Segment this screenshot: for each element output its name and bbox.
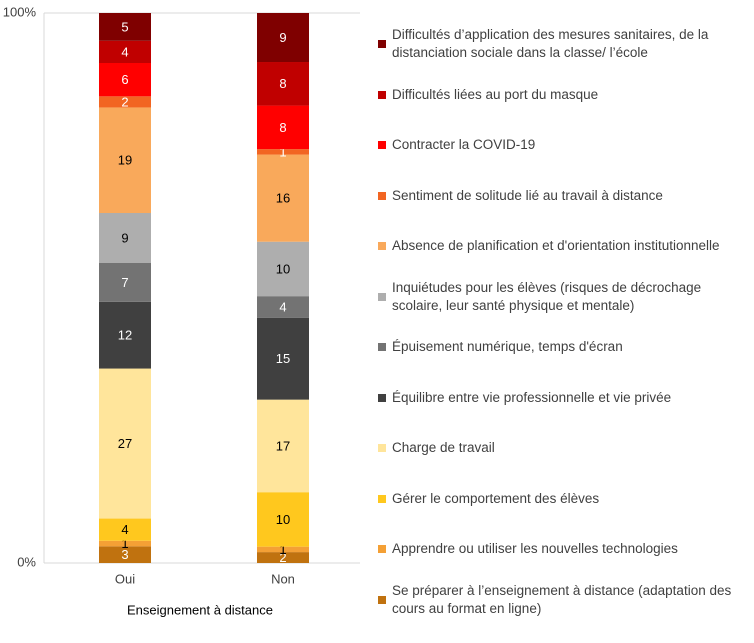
bar-segment	[99, 213, 151, 263]
legend-item: Équilibre entre vie professionnelle et v…	[378, 373, 748, 424]
bar-segment	[257, 241, 309, 297]
legend-swatch	[378, 494, 386, 503]
legend-label: Sentiment de solitude lié au travail à d…	[392, 187, 663, 203]
data-label: 2	[121, 94, 128, 109]
bar-segment	[99, 301, 151, 369]
legend-swatch	[378, 141, 386, 150]
data-label: 1	[121, 536, 128, 551]
data-label: 19	[118, 153, 132, 168]
bar-segment	[99, 107, 151, 213]
data-label: 8	[279, 120, 286, 135]
bar-segment	[99, 63, 151, 97]
bar-segment	[99, 546, 151, 563]
legend-label: Absence de planification et d'orientatio…	[392, 238, 720, 254]
bar-segment	[99, 368, 151, 519]
legend-label: Inquiétudes pour les élèves (risques de …	[392, 279, 702, 313]
data-label: 9	[279, 30, 286, 45]
legend-swatch	[378, 40, 386, 49]
y-tick-label: 0%	[17, 554, 36, 569]
legend-swatch	[378, 191, 386, 200]
legend-item: Se préparer à l’enseignement à distance …	[378, 575, 748, 626]
legend-item: Absence de planification et d'orientatio…	[378, 221, 748, 272]
bar-segment	[99, 40, 151, 63]
legend-swatch	[378, 545, 386, 554]
x-axis-title: Enseignement à distance	[127, 602, 273, 617]
data-label: 2	[279, 550, 286, 565]
data-label: 4	[121, 522, 128, 537]
legend-item: Épuisement numérique, temps d'écran	[378, 322, 748, 373]
legend-item: Sentiment de solitude lié au travail à d…	[378, 171, 748, 222]
data-label: 16	[276, 191, 290, 206]
bar-segment	[99, 518, 151, 541]
y-tick-label: 100%	[3, 4, 37, 19]
legend-label: Charge de travail	[392, 440, 495, 456]
legend-swatch	[378, 444, 386, 453]
legend-swatch	[378, 90, 386, 99]
data-label: 1	[279, 542, 286, 557]
bar-segment	[257, 317, 309, 400]
legend-label: Difficultés d’application des mesures sa…	[392, 27, 709, 61]
legend-label: Apprendre ou utiliser les nouvelles tech…	[392, 541, 678, 557]
data-label: 10	[276, 512, 290, 527]
bar-segment	[257, 546, 309, 553]
x-tick-label: Non	[271, 571, 295, 586]
legend-swatch	[378, 242, 386, 251]
legend-swatch	[378, 393, 386, 402]
x-tick-label: Oui	[115, 571, 135, 586]
data-label: 9	[121, 230, 128, 245]
legend-item: Apprendre ou utiliser les nouvelles tech…	[378, 524, 748, 575]
legend-item: Inquiétudes pour les élèves (risques de …	[378, 272, 748, 323]
data-label: 3	[121, 547, 128, 562]
legend-label: Difficultés liées au port du masque	[392, 86, 599, 102]
data-label: 12	[118, 328, 132, 343]
legend-label: Se préparer à l’enseignement à distance …	[392, 582, 732, 616]
legend-label: Épuisement numérique, temps d'écran	[392, 339, 623, 355]
bar-segment	[257, 62, 309, 106]
legend-item: Gérer le comportement des élèves	[378, 474, 748, 525]
data-label: 6	[121, 72, 128, 87]
bar-segment	[99, 540, 151, 547]
bar-segment	[99, 13, 151, 41]
bar-segment	[257, 399, 309, 493]
bar-segment	[257, 552, 309, 563]
bar-segment	[99, 263, 151, 302]
legend-swatch	[378, 595, 386, 604]
bar-segment	[257, 149, 309, 155]
legend: Difficultés d’application des mesures sa…	[378, 19, 748, 625]
legend-item: Contracter la COVID-19	[378, 120, 748, 171]
data-label: 7	[121, 275, 128, 290]
bar-segment	[257, 105, 309, 150]
legend-label: Contracter la COVID-19	[392, 137, 536, 153]
data-label: 4	[279, 299, 286, 314]
legend-label: Équilibre entre vie professionnelle et v…	[392, 389, 672, 405]
legend-swatch	[378, 292, 386, 301]
legend-label: Gérer le comportement des élèves	[392, 490, 600, 506]
legend-item: Difficultés liées au port du masque	[378, 70, 748, 121]
data-label: 27	[118, 436, 132, 451]
bar-segment	[99, 96, 151, 108]
data-label: 15	[276, 351, 290, 366]
bar-segment	[257, 13, 309, 63]
bar-segment	[257, 154, 309, 242]
data-label: 1	[279, 144, 286, 159]
legend-item: Difficultés d’application des mesures sa…	[378, 19, 748, 70]
data-label: 5	[121, 19, 128, 34]
data-label: 8	[279, 76, 286, 91]
data-label: 4	[121, 44, 128, 59]
bar-segment	[257, 296, 309, 318]
legend-item: Charge de travail	[378, 423, 748, 474]
legend-swatch	[378, 343, 386, 352]
data-label: 10	[276, 261, 290, 276]
bar-segment	[257, 492, 309, 547]
data-label: 17	[276, 438, 290, 453]
